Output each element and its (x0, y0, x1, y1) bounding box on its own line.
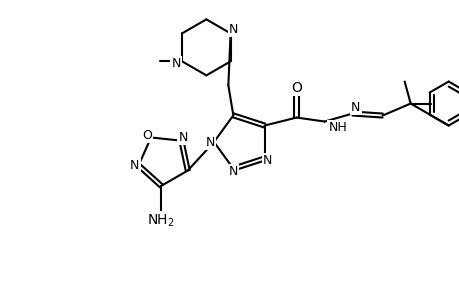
Text: O: O (142, 129, 151, 142)
Text: O: O (291, 80, 302, 94)
Text: NH$_2$: NH$_2$ (147, 213, 175, 229)
Text: N: N (205, 136, 214, 148)
Text: N: N (350, 101, 359, 114)
Text: N: N (229, 23, 238, 36)
Text: N: N (263, 154, 272, 167)
Text: N: N (228, 165, 237, 178)
Text: NH: NH (328, 121, 347, 134)
Text: N: N (178, 131, 188, 144)
Text: N: N (129, 159, 139, 172)
Text: N: N (171, 57, 180, 70)
